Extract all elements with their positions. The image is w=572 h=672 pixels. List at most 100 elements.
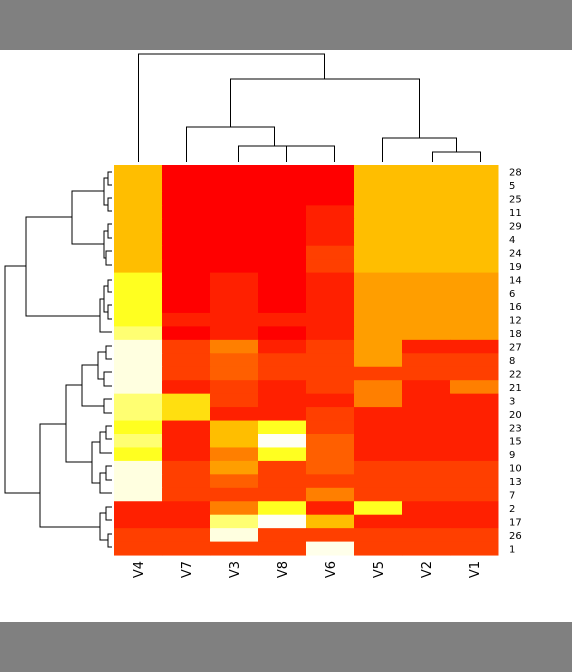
- heatmap-cell: [210, 420, 259, 435]
- heatmap-cell: [306, 434, 355, 448]
- heatmap-cell: [258, 299, 307, 314]
- heatmap-cell: [258, 165, 307, 179]
- heatmap-cell: [306, 312, 355, 327]
- heatmap-cell: [114, 259, 163, 274]
- heatmap-cell: [402, 299, 451, 314]
- heatmap-cell: [210, 205, 259, 220]
- heatmap-cell: [306, 393, 355, 408]
- heatmap-cell: [450, 353, 499, 368]
- heatmap-cell: [162, 528, 211, 543]
- heatmap-cell: [306, 447, 355, 462]
- heatmap-cell: [258, 460, 307, 475]
- column-label: V7: [180, 561, 195, 578]
- row-label: 17: [509, 517, 522, 528]
- heatmap-cell: [210, 191, 259, 206]
- row-label: 15: [509, 437, 522, 448]
- heatmap-cell: [450, 218, 499, 233]
- heatmap-cell: [162, 245, 211, 260]
- heatmap-cell: [258, 272, 307, 287]
- heatmap-cell: [258, 407, 307, 422]
- heatmap-cell: [354, 232, 403, 247]
- heatmap-cell: [402, 245, 451, 260]
- row-dendro-branch: [107, 171, 112, 186]
- heatmap-cell: [354, 259, 403, 274]
- heatmap-cell: [306, 339, 355, 354]
- heatmap-cell: [258, 353, 307, 368]
- row-label: 21: [509, 383, 522, 394]
- heatmap-cell: [114, 474, 163, 489]
- heatmap-cell: [114, 447, 163, 462]
- heatmap-cell: [354, 353, 403, 368]
- heatmap-cell: [210, 299, 259, 314]
- column-label: V1: [468, 561, 483, 578]
- heatmap-cell: [114, 191, 163, 206]
- heatmap-cell: [114, 528, 163, 543]
- heatmap-cell: [306, 514, 355, 529]
- heatmap-cell: [450, 312, 499, 327]
- heatmap-cell: [450, 474, 499, 489]
- row-label: 26: [509, 531, 522, 542]
- heatmap-cell: [354, 474, 403, 489]
- heatmap-cell: [402, 380, 451, 395]
- heatmap-cell: [210, 286, 259, 300]
- heatmap-cell: [306, 205, 355, 220]
- heatmap-cell: [114, 299, 163, 314]
- heatmap-cell: [450, 407, 499, 422]
- heatmap-cell: [258, 286, 307, 300]
- heatmap-cell: [114, 541, 163, 556]
- heatmap-cell: [402, 232, 451, 247]
- heatmap-cell: [306, 420, 355, 435]
- row-label: 23: [509, 423, 522, 434]
- row-dendro-branch: [103, 177, 108, 206]
- heatmap-cell: [450, 259, 499, 274]
- row-label: 28: [509, 168, 522, 179]
- heatmap-cell: [210, 447, 259, 462]
- heatmap-cell: [402, 178, 451, 193]
- heatmap-cell: [210, 326, 259, 341]
- heatmap-cell: [114, 514, 163, 529]
- heatmap-cell: [114, 434, 163, 448]
- heatmap-cell: [210, 178, 259, 193]
- heatmap-cell: [306, 366, 355, 381]
- row-dendro-branch: [97, 351, 106, 380]
- heatmap-cell: [306, 407, 355, 422]
- heatmap-cell: [402, 326, 451, 341]
- heatmap-cell: [306, 380, 355, 395]
- heatmap-cell: [114, 312, 163, 327]
- heatmap-cell: [354, 501, 403, 516]
- heatmap-cell: [354, 447, 403, 462]
- heatmap-cell: [354, 487, 403, 502]
- row-label: 14: [509, 275, 522, 286]
- heatmap-cell: [258, 218, 307, 233]
- heatmap-cell: [114, 286, 163, 300]
- heatmap-cell: [354, 165, 403, 179]
- row-dendro-branch: [39, 423, 100, 528]
- heatmap-cell: [162, 447, 211, 462]
- row-label: 19: [509, 262, 522, 273]
- row-label: 16: [509, 302, 522, 313]
- heatmap-cell: [258, 191, 307, 206]
- heatmap-cell: [210, 474, 259, 489]
- heatmap-cell: [450, 420, 499, 435]
- heatmap-cell: [258, 245, 307, 260]
- heatmap-cell: [402, 353, 451, 368]
- heatmap-cells: [114, 165, 499, 556]
- heatmap-cell: [114, 501, 163, 516]
- heatmap-cell: [210, 218, 259, 233]
- heatmap-cell: [210, 312, 259, 327]
- col-dendro-branch: [138, 53, 325, 162]
- bottom-border-band: [0, 622, 572, 672]
- row-label: 25: [509, 195, 522, 206]
- heatmap-cell: [162, 286, 211, 300]
- heatmap-cell: [258, 259, 307, 274]
- heatmap-cell: [450, 165, 499, 179]
- heatmap-cell: [210, 272, 259, 287]
- heatmap-cell: [162, 420, 211, 435]
- heatmap-cell: [402, 393, 451, 408]
- row-dendro-branch: [105, 250, 112, 266]
- row-label: 13: [509, 477, 522, 488]
- row-label: 20: [509, 410, 522, 421]
- heatmap-cell: [402, 218, 451, 233]
- row-dendro-branch: [81, 364, 104, 407]
